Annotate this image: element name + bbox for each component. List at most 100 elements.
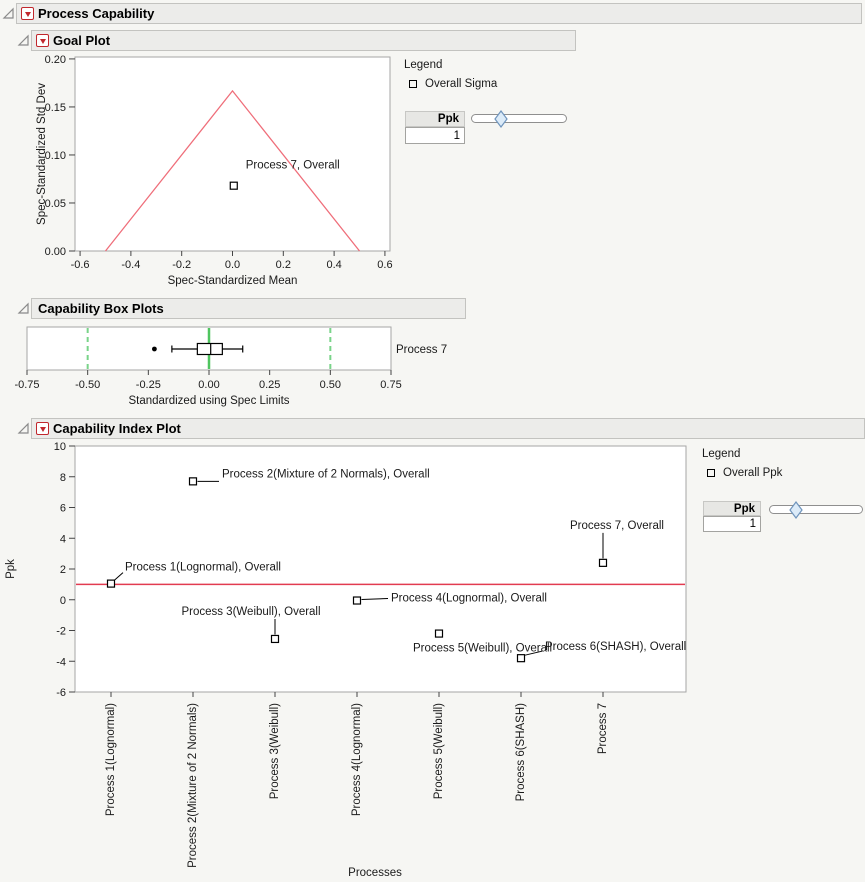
x-tick-label: 0.6 xyxy=(377,259,392,271)
ppk-slider-label: Ppk xyxy=(405,111,465,127)
disclosure-triangle-icon[interactable] xyxy=(17,302,30,315)
goal-plot-legend: Legend Overall Sigma xyxy=(404,59,497,90)
x-tick-label: -0.50 xyxy=(75,379,100,391)
disclosure-triangle-glyph xyxy=(17,302,29,314)
x-category-label: Process 4(Lognormal) xyxy=(351,703,363,816)
capability-box-plot-chart: -0.75 -0.50 -0.25 0.00 0.25 0.50 0.75 Standardi… xyxy=(14,326,447,407)
index-plot-point[interactable] xyxy=(270,634,280,644)
section-title-goal-plot: Goal Plot xyxy=(53,33,111,48)
x-axis-title: Spec-Standardized Mean xyxy=(168,275,298,287)
ppk-slider-track[interactable] xyxy=(471,114,567,123)
x-tick-label: 0.00 xyxy=(198,379,219,391)
point-label: Process 6(SHASH), Overall xyxy=(545,641,686,653)
point-label: Process 7, Overall xyxy=(570,520,664,532)
index-plot-point[interactable] xyxy=(516,654,526,663)
index-plot-point[interactable] xyxy=(106,579,116,588)
y-tick-label: 8 xyxy=(60,472,66,484)
disclosure-triangle-glyph xyxy=(17,422,29,434)
point-label: Process 1(Lognormal), Overall xyxy=(125,562,281,574)
label-connector-line xyxy=(361,598,389,601)
x-tick-label: 0.4 xyxy=(326,259,341,271)
y-tick-label: 0.20 xyxy=(45,54,66,66)
outlier-point[interactable] xyxy=(152,346,157,352)
y-axis-title: Ppk xyxy=(5,559,17,579)
red-triangle-glyph xyxy=(24,11,31,17)
y-tick-label: 2 xyxy=(60,564,66,576)
label-connector-line xyxy=(114,572,124,581)
goal-plot-frame xyxy=(74,56,391,252)
x-category-label: Process 6(SHASH) xyxy=(515,703,527,802)
index-plot-legend: Legend Overall Ppk xyxy=(702,448,782,479)
ppk-slider-track[interactable] xyxy=(769,505,863,514)
x-category-label: Process 5(Weibull) xyxy=(433,703,445,799)
disclosure-triangle-icon[interactable] xyxy=(17,34,30,47)
y-tick-label: 0 xyxy=(60,595,66,607)
y-tick-label: -4 xyxy=(56,656,66,668)
x-axis-title: Standardized using Spec Limits xyxy=(128,395,289,407)
legend-item-overall-sigma[interactable]: Overall Sigma xyxy=(409,78,497,90)
index-plot-point[interactable] xyxy=(188,477,198,486)
point-label: Process 3(Weibull), Overall xyxy=(181,606,320,618)
legend-item-overall-ppk[interactable]: Overall Ppk xyxy=(707,467,782,479)
y-tick-label: 10 xyxy=(54,441,66,453)
ppk-slider-handle[interactable] xyxy=(494,110,508,128)
y-tick-label: 0.00 xyxy=(45,246,66,258)
legend-item-label: Overall Ppk xyxy=(723,467,783,479)
x-tick-label: 0.2 xyxy=(276,259,291,271)
ppk-value-input[interactable] xyxy=(405,127,465,144)
ppk-slider-label: Ppk xyxy=(703,501,761,516)
disclosure-triangle-icon[interactable] xyxy=(2,7,15,20)
legend-title: Legend xyxy=(702,448,741,460)
x-category-label: Process 1(Lognormal) xyxy=(105,703,117,816)
goal-plot-point[interactable] xyxy=(229,181,238,190)
red-triangle-menu-icon[interactable] xyxy=(21,7,34,20)
x-category-label: Process 7 xyxy=(597,703,609,754)
goal-triangle-line xyxy=(104,89,361,252)
goal-plot-chart: -0.6 -0.4 -0.2 0.0 0.2 0.4 0.6 0.00 0.05 0.10 0.15… xyxy=(36,54,393,287)
outline-header-process-capability: Process Capability xyxy=(16,3,862,24)
disclosure-triangle-glyph xyxy=(2,7,14,19)
section-title-process-capability: Process Capability xyxy=(38,6,155,21)
ppk-slider-handle[interactable] xyxy=(789,501,803,519)
red-triangle-glyph xyxy=(39,426,46,432)
legend-title: Legend xyxy=(404,59,443,71)
slider-diamond-icon xyxy=(494,110,508,128)
red-triangle-menu-icon[interactable] xyxy=(36,422,49,435)
index-plot-frame xyxy=(74,445,687,693)
box-plot-row-label: Process 7 xyxy=(396,344,447,356)
point-label: Process 4(Lognormal), Overall xyxy=(391,593,547,605)
index-plot-point[interactable] xyxy=(352,596,362,605)
section-title-capability-box-plots: Capability Box Plots xyxy=(38,301,164,316)
square-marker-icon xyxy=(707,469,715,477)
x-category-label: Process 2(Mixture of 2 Normals) xyxy=(187,703,199,868)
label-connector-line xyxy=(524,650,543,656)
x-tick-label: 0.50 xyxy=(320,379,341,391)
y-tick-label: 0.10 xyxy=(45,150,66,162)
box-iqr[interactable] xyxy=(196,342,223,356)
y-tick-label: 0.15 xyxy=(45,102,66,114)
outline-header-capability-box-plots: Capability Box Plots xyxy=(31,298,466,319)
x-tick-label: 0.0 xyxy=(225,259,240,271)
red-triangle-menu-icon[interactable] xyxy=(36,34,49,47)
disclosure-triangle-icon[interactable] xyxy=(17,422,30,435)
outline-header-goal-plot: Goal Plot xyxy=(31,30,576,51)
section-title-capability-index-plot: Capability Index Plot xyxy=(53,421,181,436)
y-tick-label: 0.05 xyxy=(45,198,66,210)
x-tick-label: 0.25 xyxy=(259,379,280,391)
slider-diamond-icon xyxy=(789,501,803,519)
x-axis-title: Processes xyxy=(348,867,402,879)
y-tick-label: 6 xyxy=(60,503,66,515)
square-marker-icon xyxy=(409,80,417,88)
x-category-label: Process 3(Weibull) xyxy=(269,703,281,799)
y-tick-label: -6 xyxy=(56,687,66,699)
x-tick-label: -0.75 xyxy=(14,379,39,391)
ppk-value-input[interactable] xyxy=(703,516,761,532)
point-label: Process 7, Overall xyxy=(246,160,340,172)
index-plot-point[interactable] xyxy=(434,629,444,638)
x-tick-label: 0.75 xyxy=(380,379,401,391)
x-tick-label: -0.25 xyxy=(136,379,161,391)
capability-index-plot-chart: 10 8 6 4 2 0 -2 -4 -6 Process 1(Lognormal) Process… xyxy=(5,441,687,879)
index-plot-point[interactable] xyxy=(598,558,608,567)
x-tick-label: -0.6 xyxy=(71,259,90,271)
